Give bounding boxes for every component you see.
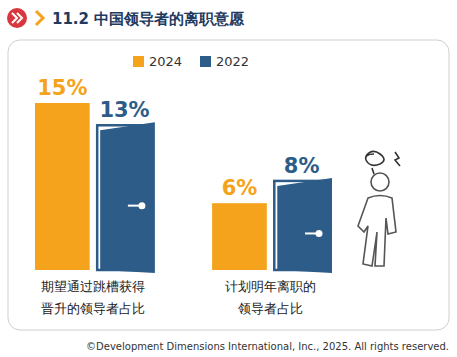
door-handle	[305, 232, 317, 234]
category-label-line: 领导者占比	[238, 301, 303, 316]
header-icon	[7, 8, 27, 28]
legend-swatch	[200, 56, 211, 67]
bar	[212, 203, 267, 270]
person-part	[371, 173, 389, 191]
category-label: 期望通过跳槽获得晋升的领导者占比	[41, 279, 145, 316]
chart-svg: 11.2 中国领导者的离职意愿 2024 2022 15% 6% 13% 8% 期望通过跳槽获…	[0, 0, 457, 357]
person-part	[358, 196, 396, 267]
marks	[35, 103, 332, 273]
category-label-line: 晋升的领导者占比	[41, 301, 145, 316]
header-icon-mark	[12, 13, 22, 23]
legend-label: 2022	[216, 54, 249, 69]
title: 11.2 中国领导者的离职意愿	[52, 10, 245, 28]
category-label: 计划明年离职的领导者占比	[225, 279, 316, 316]
data-labels: 15% 6% 13% 8%	[37, 76, 319, 200]
data-label: 13%	[99, 98, 149, 122]
frame	[8, 40, 449, 330]
header-chevron	[36, 11, 43, 25]
legend-swatch	[133, 56, 144, 67]
person-part	[366, 151, 384, 174]
data-label: 6%	[222, 176, 258, 200]
category-label-line: 计划明年离职的	[225, 279, 316, 294]
door-handle	[128, 205, 140, 207]
person-icon	[358, 151, 400, 266]
door-panel	[100, 122, 155, 273]
door-panel	[277, 178, 332, 273]
category-label-line: 期望通过跳槽获得	[41, 279, 145, 294]
legend-item: 2022	[200, 54, 249, 69]
data-label: 15%	[37, 76, 87, 100]
person-part	[395, 152, 400, 166]
data-label: 8%	[284, 154, 320, 178]
source: ©Development Dimensions International, I…	[86, 341, 449, 352]
legend-label: 2024	[149, 54, 182, 69]
legend-item: 2024	[133, 54, 182, 69]
bar	[35, 103, 90, 270]
